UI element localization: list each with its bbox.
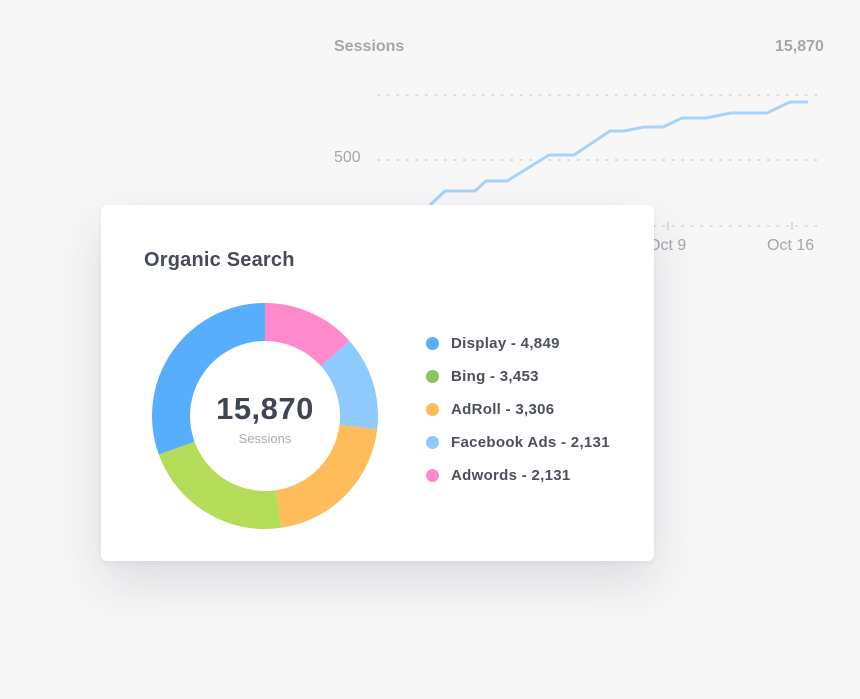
legend-dot-display — [426, 337, 439, 350]
x-tick-label-oct-16: Oct 16 — [767, 237, 815, 254]
legend-item-adwords[interactable]: Adwords - 2,131 — [426, 459, 610, 492]
donut-slices — [151, 303, 378, 529]
legend-label-display: Display - 4,849 — [451, 335, 560, 352]
donut-total-sublabel: Sessions — [238, 431, 292, 446]
legend-dot-adroll — [426, 403, 439, 416]
sessions-line — [428, 100, 808, 207]
legend-dot-bing — [426, 370, 439, 383]
y-tick-label-500: 500 — [334, 149, 361, 166]
background-chart-title: Sessions — [334, 38, 405, 55]
legend-label-facebook-ads: Facebook Ads - 2,131 — [451, 434, 610, 451]
legend-item-facebook-ads[interactable]: Facebook Ads - 2,131 — [426, 426, 610, 459]
legend: Display - 4,849 Bing - 3,453 AdRoll - 3,… — [426, 327, 610, 492]
donut-chart — [151, 303, 378, 529]
donut-slice-facebook-ads[interactable] — [321, 340, 378, 430]
legend-item-display[interactable]: Display - 4,849 — [426, 327, 610, 360]
donut-slice-bing[interactable] — [158, 441, 282, 529]
legend-item-bing[interactable]: Bing - 3,453 — [426, 360, 610, 393]
card-title: Organic Search — [144, 249, 295, 271]
gridlines — [377, 94, 825, 227]
legend-label-adwords: Adwords - 2,131 — [451, 467, 571, 484]
legend-label-adroll: AdRoll - 3,306 — [451, 401, 555, 418]
legend-dot-facebook-ads — [426, 436, 439, 449]
donut-slice-display[interactable] — [151, 303, 265, 455]
legend-label-bing: Bing - 3,453 — [451, 368, 539, 385]
donut-slice-adroll[interactable] — [275, 424, 378, 528]
x-tick-label-oct-9: Oct 9 — [648, 237, 687, 254]
legend-dot-adwords — [426, 469, 439, 482]
organic-search-card: Organic Search 15,870 Sessions Display -… — [101, 205, 654, 561]
donut-total-value: 15,870 — [216, 391, 314, 426]
background-chart-total: 15,870 — [775, 38, 824, 55]
legend-item-adroll[interactable]: AdRoll - 3,306 — [426, 393, 610, 426]
donut-slice-adwords[interactable] — [265, 303, 350, 367]
